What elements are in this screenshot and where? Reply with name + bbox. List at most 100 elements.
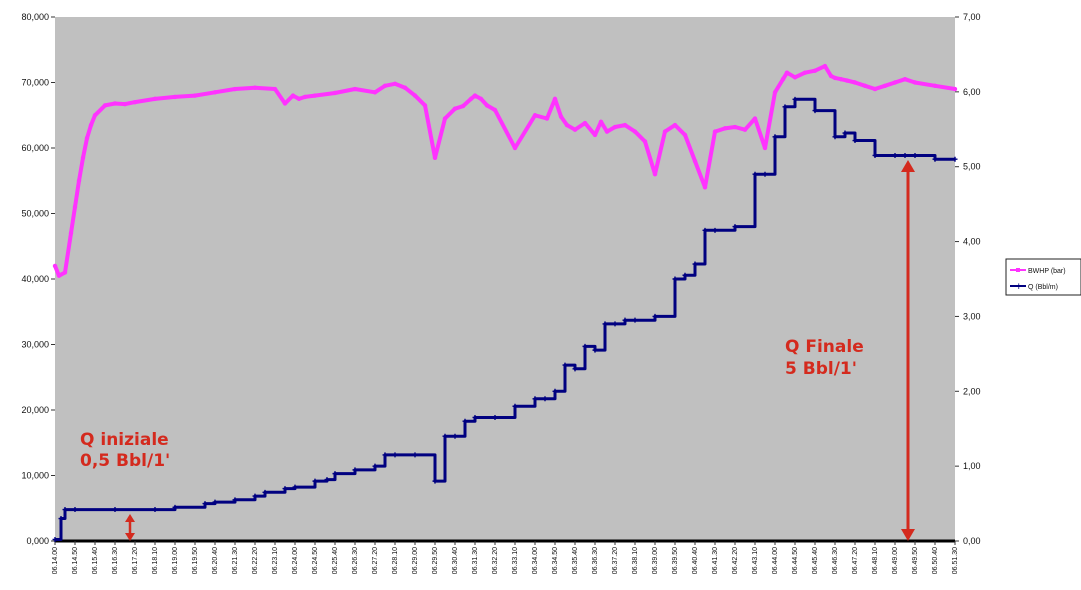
x-tick-label: 06.29.50: [432, 547, 439, 574]
series-point-q: [492, 414, 498, 420]
series-point-q: [912, 152, 918, 158]
series-point-bwhp: [582, 120, 588, 126]
annotation-final-line2: 5 Bbl/1': [785, 359, 857, 379]
x-tick-label: 06.49.00: [892, 547, 899, 574]
series-point-q: [332, 471, 338, 477]
series-point-bwhp: [422, 103, 428, 108]
y-left-tick-label: 0,000: [26, 536, 49, 546]
series-point-bwhp: [132, 99, 138, 105]
series-point-q: [62, 507, 68, 513]
series-point-bwhp: [564, 122, 570, 128]
series-point-bwhp: [692, 158, 698, 164]
series-point-bwhp: [752, 116, 758, 121]
series-point-q: [52, 537, 58, 543]
series-point-bwhp: [762, 145, 768, 151]
series-point-q: [872, 152, 878, 158]
series-point-q: [672, 276, 678, 282]
series-point-q: [682, 272, 688, 278]
series-point-q: [842, 130, 848, 136]
series-point-bwhp: [192, 93, 198, 98]
series-point-q: [782, 104, 788, 110]
x-tick-label: 06.39.50: [672, 547, 679, 574]
legend: BWHP (bar) + Q (Bbl/m): [1005, 258, 1081, 296]
series-point-bwhp: [612, 124, 618, 130]
series-point-q: [552, 388, 558, 394]
series-point-bwhp: [702, 185, 708, 190]
series-point-bwhp: [302, 94, 308, 100]
series-point-q: [412, 452, 418, 458]
series-point-q: [712, 227, 718, 233]
series-point-bwhp: [872, 86, 878, 92]
series-point-bwhp: [828, 73, 834, 79]
x-tick-label: 06.36.30: [592, 547, 599, 574]
x-tick-label: 06.47.20: [852, 547, 859, 574]
x-tick-label: 06.28.10: [392, 547, 399, 574]
x-tick-label: 06.17.20: [132, 547, 139, 574]
series-point-q: [212, 499, 218, 505]
series-point-q: [292, 484, 298, 490]
series-point-bwhp: [122, 101, 128, 107]
x-tick-label: 06.15.40: [92, 547, 99, 574]
y-right-tick-label: 0,00: [963, 536, 981, 546]
series-point-q: [542, 396, 548, 402]
x-tick-label: 06.45.40: [812, 547, 819, 574]
series-point-bwhp: [712, 129, 718, 134]
series-point-bwhp: [902, 77, 908, 82]
y-left-tick-label: 20,000: [21, 405, 49, 415]
series-point-bwhp: [112, 101, 118, 106]
x-tick-label: 06.24.00: [292, 547, 299, 574]
x-tick-label: 06.48.10: [872, 547, 879, 574]
series-point-q: [932, 156, 938, 162]
series-point-bwhp: [402, 85, 408, 90]
series-point-q: [252, 493, 258, 499]
series-point-bwhp: [290, 93, 296, 98]
x-tick-label: 06.41.30: [712, 547, 719, 574]
x-tick-label: 06.14.00: [52, 547, 59, 574]
y-left-tick-label: 30,000: [21, 340, 49, 350]
series-point-q: [432, 478, 438, 484]
series-point-q: [702, 227, 708, 233]
series-point-bwhp: [332, 90, 338, 96]
series-point-bwhp: [80, 155, 86, 161]
series-point-bwhp: [478, 96, 484, 102]
annotation-initial-line1: Q iniziale: [80, 430, 169, 450]
series-point-bwhp: [784, 70, 790, 75]
x-axis: 06.14.00 06.14.50 06.15.40 06.16.30 06.17.20…: [52, 541, 959, 574]
series-point-bwhp: [76, 178, 82, 183]
x-tick-label: 06.22.20: [252, 547, 259, 574]
series-point-bwhp: [272, 86, 278, 92]
series-point-q: [582, 343, 588, 349]
series-point-q: [622, 317, 628, 323]
series-point-bwhp: [282, 101, 288, 106]
x-tick-label: 06.25.40: [332, 547, 339, 574]
x-tick-label: 06.34.00: [532, 547, 539, 574]
series-point-bwhp: [892, 80, 898, 85]
series-point-q: [472, 414, 478, 420]
series-point-bwhp: [812, 68, 818, 73]
series-point-bwhp: [68, 230, 74, 236]
series-point-q: [262, 489, 268, 495]
y-axis-right: 0,00 1,00 2,00 3,00 4,00 5,00 6,00 7,00: [955, 12, 981, 546]
annotation-arrow-initial: [125, 514, 135, 541]
series-point-q: [652, 313, 658, 319]
series-point-bwhp: [598, 119, 604, 125]
series-point-bwhp: [780, 77, 786, 82]
x-tick-label: 06.29.00: [412, 547, 419, 574]
series-point-bwhp: [572, 127, 578, 132]
series-point-q: [632, 317, 638, 323]
series-point-bwhp: [552, 96, 558, 102]
x-tick-label: 06.44.00: [772, 547, 779, 574]
series-point-bwhp: [412, 93, 418, 98]
series-point-q: [452, 433, 458, 439]
legend-marker-bwhp: [1016, 268, 1020, 272]
series-point-q: [372, 463, 378, 469]
x-tick-label: 06.43.10: [752, 547, 759, 574]
y-axis-left: 0,000 10,000 20,000 30,000 40,000 50,000 60,00…: [21, 12, 55, 546]
series-point-q: [892, 152, 898, 158]
series-point-q: [752, 171, 758, 177]
series-point-q: [58, 516, 64, 522]
series-point-bwhp: [296, 96, 302, 102]
legend-label-bwhp: BWHP (bar): [1028, 268, 1066, 275]
plot-area: [55, 17, 955, 541]
y-left-tick-label: 70,000: [21, 78, 49, 88]
